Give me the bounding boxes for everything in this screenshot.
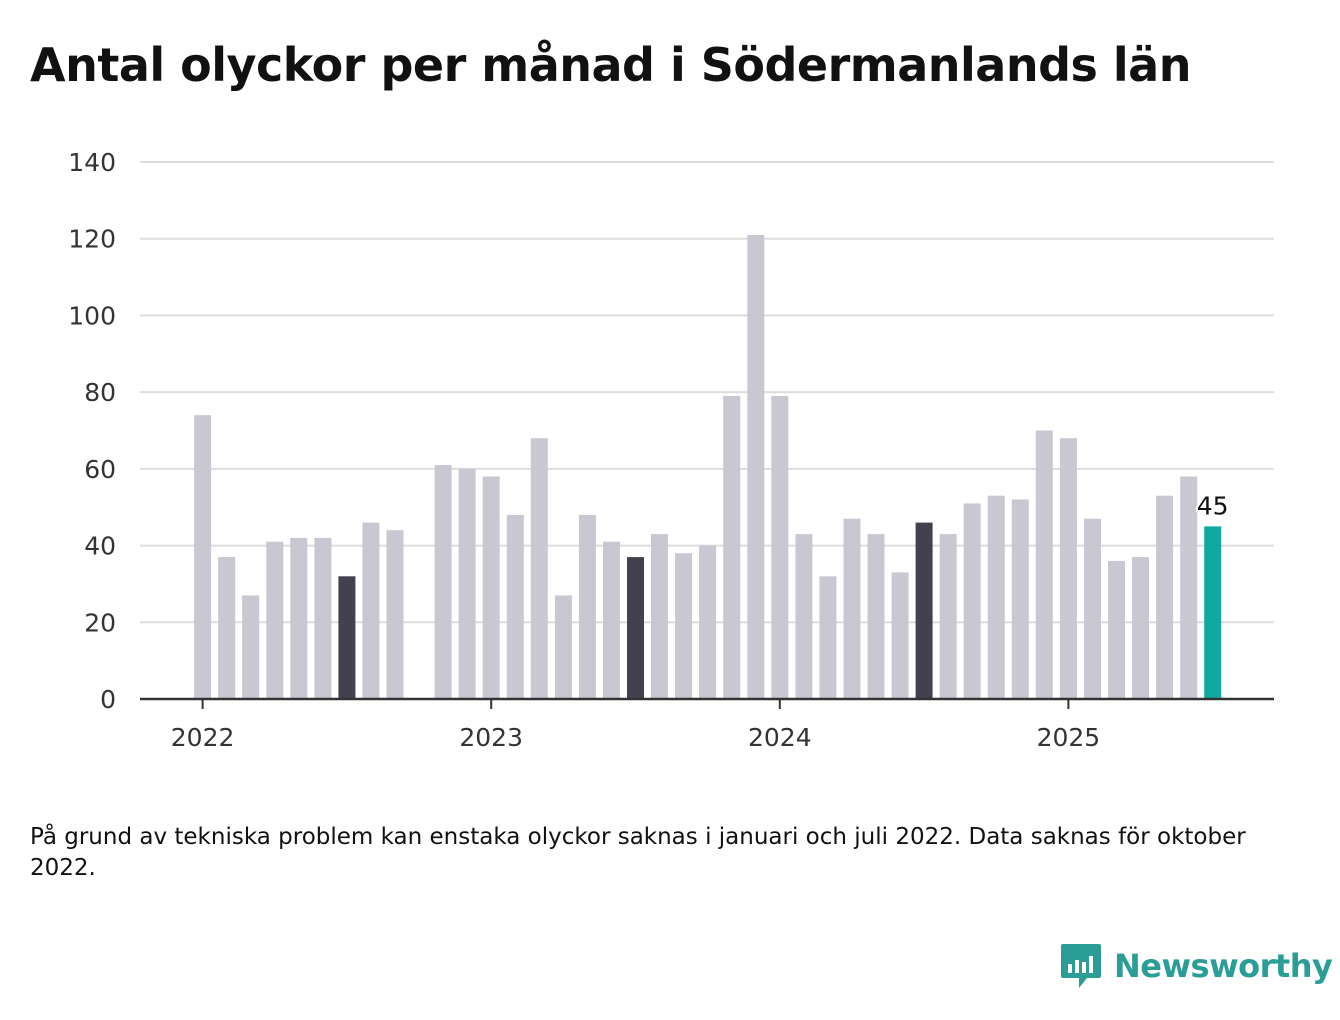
bar-2023-01 bbox=[482, 476, 500, 699]
bar-2024-10 bbox=[987, 495, 1005, 699]
bar-2023-10 bbox=[699, 545, 717, 699]
bar-2024-07 bbox=[915, 522, 933, 699]
x-tick-label: 2022 bbox=[171, 723, 235, 752]
bar-2025-05 bbox=[1156, 495, 1174, 699]
bar-2024-11 bbox=[1011, 499, 1029, 699]
bar-2025-07 bbox=[1204, 526, 1222, 699]
bar-2023-07 bbox=[627, 557, 644, 699]
footnote: På grund av tekniska problem kan enstaka… bbox=[30, 824, 1246, 881]
y-tick-label: 20 bbox=[84, 608, 116, 637]
bars bbox=[194, 234, 1222, 699]
bar-2025-03 bbox=[1108, 560, 1125, 699]
y-tick-label: 0 bbox=[100, 685, 116, 714]
bar-2022-04 bbox=[266, 541, 284, 699]
bar-2024-02 bbox=[795, 534, 813, 699]
newsworthy-logo-icon bbox=[1061, 944, 1101, 988]
bar-2023-09 bbox=[675, 553, 693, 699]
bar-2024-04 bbox=[843, 518, 861, 699]
bar-2025-01 bbox=[1059, 438, 1077, 699]
bar-2022-07 bbox=[338, 576, 356, 699]
bar-2022-09 bbox=[386, 530, 404, 699]
y-tick-label: 140 bbox=[68, 148, 116, 177]
bar-2023-11 bbox=[723, 396, 741, 699]
x-axis-ticks: 2022 2023 2024 2025 bbox=[171, 699, 1100, 752]
bar-2022-06 bbox=[314, 537, 332, 699]
bar-2023-12 bbox=[747, 234, 765, 699]
bar-2024-12 bbox=[1035, 430, 1053, 699]
bar-2023-05 bbox=[578, 514, 596, 699]
bar-2023-06 bbox=[603, 541, 620, 699]
bar-2022-02 bbox=[218, 557, 236, 699]
bar-2024-08 bbox=[939, 534, 957, 699]
bar-chart: 0 20 40 60 80 100 120 140 2022 2023 2024 2025 45 bbox=[68, 148, 1274, 752]
x-tick-label: 2024 bbox=[748, 723, 812, 752]
x-tick-label: 2025 bbox=[1037, 723, 1101, 752]
bar-2025-06 bbox=[1180, 476, 1198, 699]
bar-2025-02 bbox=[1084, 518, 1101, 699]
x-tick-label: 2023 bbox=[459, 723, 523, 752]
brand-name: Newsworthy bbox=[1114, 947, 1333, 985]
bar-2024-09 bbox=[963, 503, 981, 699]
y-tick-label: 60 bbox=[84, 455, 116, 484]
data-label-latest: 45 bbox=[1197, 491, 1229, 520]
bar-2022-11 bbox=[434, 465, 452, 699]
bar-2023-03 bbox=[530, 438, 548, 699]
bar-2022-08 bbox=[362, 522, 380, 699]
brand-logo[interactable]: Newsworthy bbox=[1060, 940, 1333, 992]
bar-2023-02 bbox=[506, 514, 524, 699]
bar-2022-03 bbox=[242, 595, 260, 699]
y-tick-label: 40 bbox=[84, 532, 116, 561]
chart-title: Antal olyckor per månad i Södermanlands … bbox=[30, 38, 1191, 92]
bar-2025-04 bbox=[1132, 557, 1149, 699]
bar-2023-04 bbox=[554, 595, 572, 699]
y-tick-label: 120 bbox=[68, 225, 116, 254]
bar-2022-01 bbox=[194, 415, 212, 699]
bar-2022-05 bbox=[290, 537, 308, 699]
bar-2024-03 bbox=[819, 576, 837, 699]
y-tick-label: 80 bbox=[84, 378, 116, 407]
y-axis-ticks: 0 20 40 60 80 100 120 140 bbox=[68, 148, 116, 714]
bar-2023-08 bbox=[651, 534, 668, 699]
bar-2024-05 bbox=[867, 534, 885, 699]
bar-2024-01 bbox=[771, 396, 789, 699]
y-tick-label: 100 bbox=[68, 301, 116, 330]
data-labels: 45 bbox=[1195, 489, 1231, 522]
bar-2024-06 bbox=[891, 572, 909, 699]
bar-2022-12 bbox=[458, 468, 476, 699]
